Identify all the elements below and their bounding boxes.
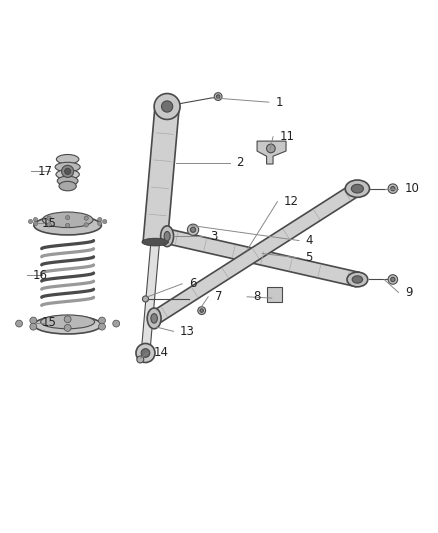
Circle shape — [98, 221, 102, 225]
Ellipse shape — [42, 212, 93, 228]
Text: 2: 2 — [236, 156, 244, 169]
Circle shape — [214, 93, 222, 100]
Ellipse shape — [56, 169, 79, 179]
Circle shape — [141, 349, 150, 357]
Circle shape — [62, 165, 74, 177]
Ellipse shape — [41, 315, 95, 329]
Circle shape — [388, 184, 398, 193]
Text: 15: 15 — [42, 316, 57, 329]
Circle shape — [64, 325, 71, 332]
Ellipse shape — [347, 272, 368, 287]
Text: 17: 17 — [37, 165, 53, 178]
Ellipse shape — [161, 226, 173, 247]
Text: 14: 14 — [154, 346, 169, 359]
Ellipse shape — [345, 180, 370, 197]
Polygon shape — [141, 241, 159, 353]
Polygon shape — [267, 287, 282, 302]
Circle shape — [136, 343, 155, 362]
Ellipse shape — [59, 181, 76, 191]
Circle shape — [30, 317, 37, 324]
Text: 3: 3 — [210, 230, 218, 243]
Circle shape — [47, 216, 51, 220]
Ellipse shape — [57, 176, 78, 185]
Ellipse shape — [164, 231, 170, 241]
Ellipse shape — [55, 162, 80, 172]
Circle shape — [30, 323, 37, 330]
Circle shape — [65, 168, 71, 174]
Circle shape — [99, 317, 106, 324]
Ellipse shape — [34, 216, 101, 235]
Circle shape — [16, 320, 22, 327]
Circle shape — [102, 220, 107, 224]
Polygon shape — [257, 141, 286, 164]
Polygon shape — [150, 183, 361, 324]
Text: 7: 7 — [215, 290, 222, 303]
Circle shape — [137, 356, 144, 363]
Circle shape — [198, 306, 205, 314]
Ellipse shape — [352, 276, 363, 283]
Circle shape — [216, 95, 220, 98]
Circle shape — [28, 220, 33, 224]
Ellipse shape — [34, 316, 101, 334]
Circle shape — [391, 187, 395, 191]
Circle shape — [154, 93, 180, 119]
Ellipse shape — [57, 155, 79, 164]
Circle shape — [64, 316, 71, 322]
Ellipse shape — [151, 313, 157, 323]
Circle shape — [391, 277, 395, 281]
Text: 6: 6 — [189, 277, 196, 290]
Text: 10: 10 — [405, 182, 420, 195]
Circle shape — [187, 224, 199, 236]
Ellipse shape — [142, 238, 169, 246]
Circle shape — [267, 144, 275, 153]
Circle shape — [33, 221, 38, 225]
Circle shape — [98, 217, 102, 222]
Ellipse shape — [147, 308, 161, 329]
Circle shape — [33, 217, 38, 222]
Circle shape — [84, 223, 88, 227]
Circle shape — [66, 223, 70, 228]
Text: 13: 13 — [180, 325, 195, 338]
Circle shape — [388, 274, 398, 284]
Text: 8: 8 — [254, 290, 261, 303]
Ellipse shape — [351, 184, 364, 193]
Circle shape — [113, 320, 120, 327]
Circle shape — [142, 296, 148, 302]
Circle shape — [47, 223, 51, 227]
Circle shape — [200, 309, 203, 312]
Text: 15: 15 — [42, 217, 57, 230]
Text: 12: 12 — [284, 195, 299, 208]
Circle shape — [99, 323, 106, 330]
Circle shape — [191, 227, 196, 232]
Circle shape — [162, 101, 173, 112]
Circle shape — [84, 216, 88, 220]
Text: 16: 16 — [33, 269, 48, 281]
Polygon shape — [166, 229, 359, 287]
Text: 11: 11 — [279, 130, 294, 143]
Text: 5: 5 — [305, 252, 313, 264]
Text: 4: 4 — [305, 234, 313, 247]
Polygon shape — [143, 106, 179, 243]
Circle shape — [66, 215, 70, 220]
Text: 1: 1 — [275, 95, 283, 109]
Text: 9: 9 — [405, 286, 413, 299]
